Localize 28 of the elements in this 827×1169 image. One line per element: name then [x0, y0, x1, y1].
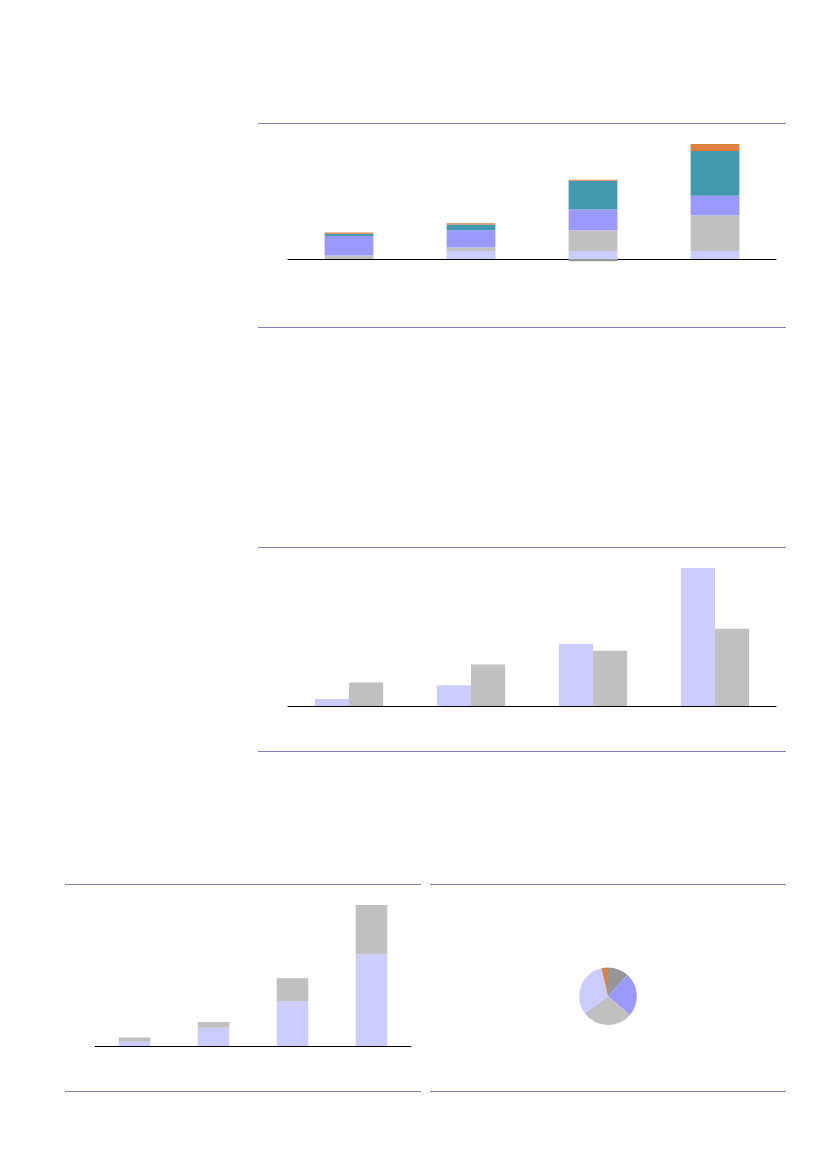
bar	[690, 150, 740, 196]
bar	[568, 230, 618, 251]
bar	[690, 195, 740, 216]
bar	[593, 650, 628, 706]
bar	[355, 905, 388, 955]
bar	[349, 682, 384, 706]
bar	[471, 664, 506, 706]
bar	[568, 209, 618, 231]
bar	[690, 215, 740, 251]
bar	[324, 236, 374, 256]
bar	[197, 1027, 230, 1046]
bar	[118, 1037, 151, 1042]
bar	[568, 180, 618, 210]
bar	[314, 699, 349, 706]
bar	[276, 978, 309, 1001]
bar	[436, 685, 471, 706]
bar	[690, 144, 740, 151]
bar	[680, 568, 715, 706]
bar	[446, 250, 496, 259]
bar	[690, 250, 740, 259]
bar	[276, 1000, 309, 1046]
bar	[355, 954, 388, 1046]
bar	[558, 643, 593, 706]
bar	[568, 250, 618, 259]
bar	[197, 1022, 230, 1028]
bar	[446, 230, 496, 248]
bar	[715, 628, 750, 706]
bar	[118, 1041, 151, 1046]
